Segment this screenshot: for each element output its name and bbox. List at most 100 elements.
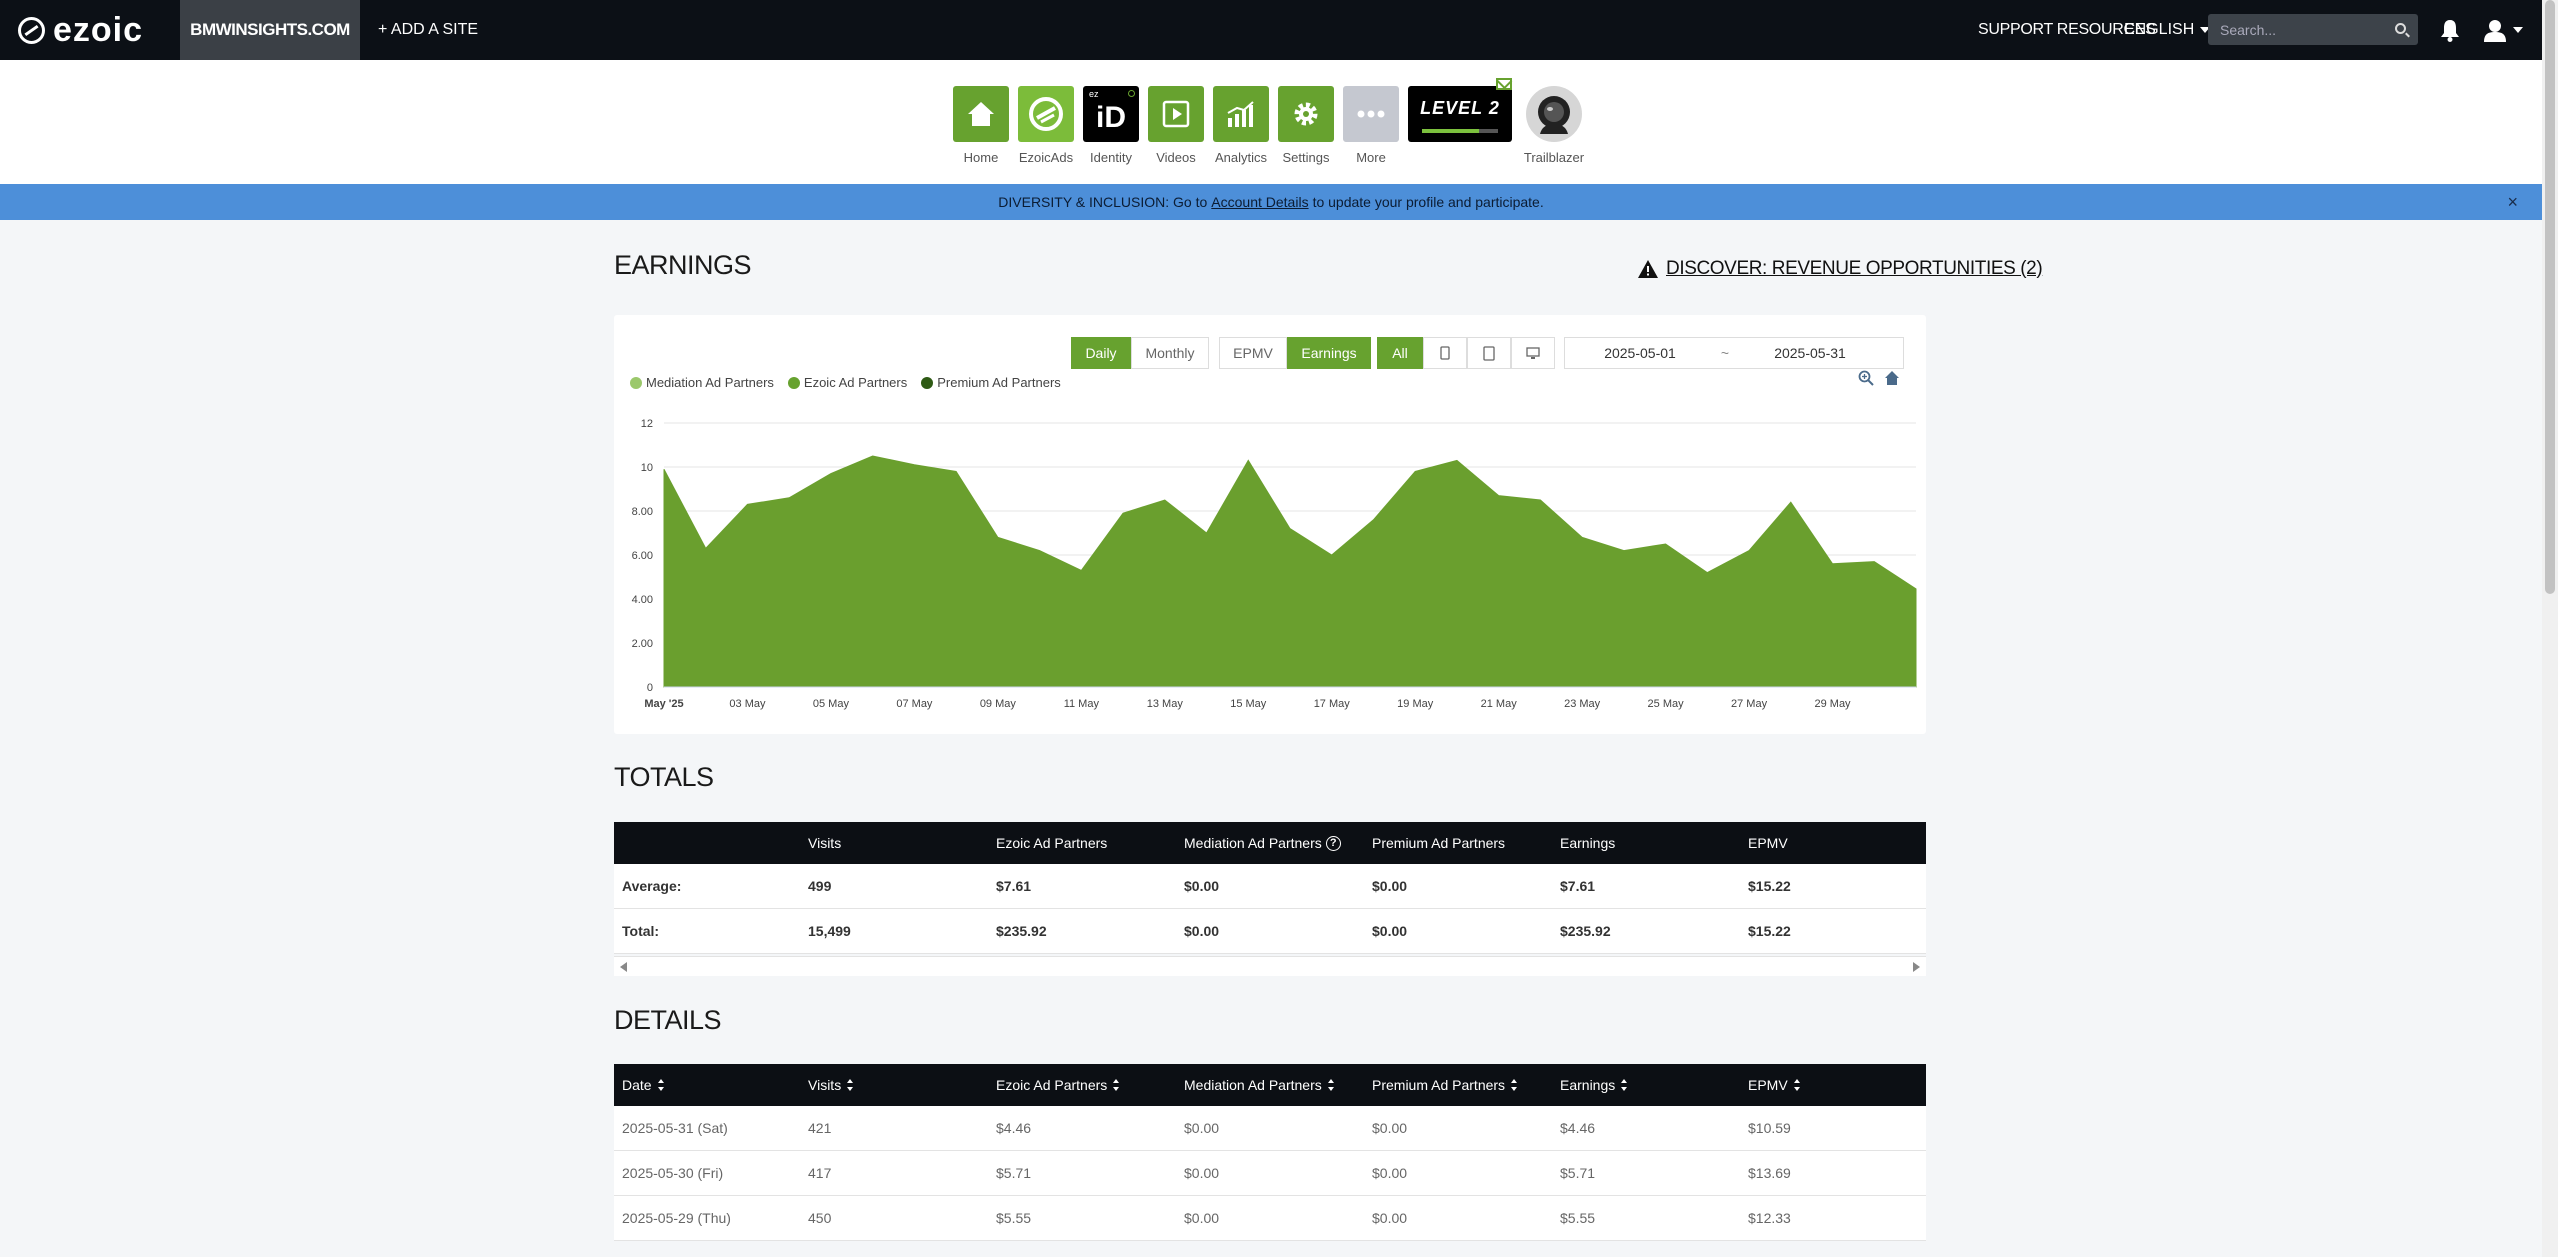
column-header[interactable]: Earnings xyxy=(1560,1064,1628,1106)
user-menu[interactable] xyxy=(2483,16,2523,44)
mobile-icon xyxy=(1440,346,1450,360)
level-progress-bar xyxy=(1422,129,1498,133)
column-header-label: EPMV xyxy=(1748,1077,1788,1093)
sort-icon[interactable] xyxy=(1511,1079,1518,1091)
page-scrollbar-thumb[interactable] xyxy=(2545,0,2555,594)
account-details-link[interactable]: Account Details xyxy=(1211,194,1309,210)
table-cell: 450 xyxy=(808,1210,832,1226)
support-resources-link[interactable]: SUPPORT RESOURCES xyxy=(1978,21,2156,38)
table-cell: $5.71 xyxy=(996,1165,1032,1181)
legend-dot xyxy=(630,376,642,389)
table-horizontal-scrollbar[interactable] xyxy=(614,956,1926,976)
x-tick-label: 11 May xyxy=(1064,698,1100,710)
metric-toggle: EPMV Earnings xyxy=(1219,337,1371,369)
mobile-button[interactable] xyxy=(1423,337,1467,369)
site-selector[interactable]: BMWINSIGHTS.COM xyxy=(180,0,360,60)
identity-status-dot xyxy=(1128,90,1135,97)
nav-videos[interactable]: Videos xyxy=(1148,86,1204,165)
desktop-button[interactable] xyxy=(1511,337,1555,369)
help-icon[interactable]: ? xyxy=(1325,835,1341,851)
table-cell: $0.00 xyxy=(1184,1210,1220,1226)
sort-icon[interactable] xyxy=(1621,1079,1628,1091)
column-header-label: Ezoic Ad Partners xyxy=(996,835,1108,851)
sort-icon[interactable] xyxy=(1327,1079,1335,1091)
banner-prefix: DIVERSITY & INCLUSION: Go to xyxy=(998,194,1208,210)
nav-settings-label: Settings xyxy=(1282,150,1330,165)
column-header[interactable]: EPMV xyxy=(1748,1064,1801,1106)
monthly-button[interactable]: Monthly xyxy=(1131,337,1209,369)
level-badge[interactable]: LEVEL 2 xyxy=(1408,86,1512,142)
nav-home-label: Home xyxy=(963,150,999,165)
legend-item-ezoic[interactable]: Ezoic Ad Partners xyxy=(787,375,907,390)
table-cell: $0.00 xyxy=(1372,878,1408,894)
column-header-label: Mediation Ad Partners xyxy=(1184,1077,1322,1093)
home-reset-icon[interactable] xyxy=(1884,370,1900,386)
zoom-icon[interactable] xyxy=(1858,370,1874,386)
column-header-label: EPMV xyxy=(1748,835,1788,851)
search-icon[interactable] xyxy=(2395,23,2406,34)
sort-icon[interactable] xyxy=(657,1079,665,1091)
nav-more[interactable]: More xyxy=(1343,86,1399,165)
video-icon xyxy=(1148,86,1204,142)
sort-icon[interactable] xyxy=(1113,1079,1120,1091)
y-tick-label: 8.00 xyxy=(632,506,653,518)
table-cell: $5.55 xyxy=(1560,1210,1596,1226)
epmv-button[interactable]: EPMV xyxy=(1219,337,1287,369)
all-devices-button[interactable]: All xyxy=(1377,337,1423,369)
close-icon[interactable]: × xyxy=(2507,192,2518,212)
nav-analytics[interactable]: Analytics xyxy=(1213,86,1269,165)
column-header[interactable]: Mediation Ad Partners xyxy=(1184,1064,1335,1106)
discover-revenue-link[interactable]: DISCOVER: REVENUE OPPORTUNITIES (2) xyxy=(1638,258,2043,280)
x-tick-label: 29 May xyxy=(1814,698,1851,710)
ezoic-logo[interactable]: ezoic xyxy=(18,11,143,49)
table-cell: $0.00 xyxy=(1184,878,1220,894)
nav-identity[interactable]: ez iD Identity xyxy=(1083,86,1139,165)
earnings-chart-card: Daily Monthly EPMV Earnings All 2025-05-… xyxy=(614,315,1926,734)
chart-tools xyxy=(1858,370,1900,386)
column-header: EPMV xyxy=(1748,822,1788,864)
search-input[interactable] xyxy=(2208,21,2378,38)
ezoic-logo-icon xyxy=(18,16,45,44)
details-header-row: Date Visits Ezoic Ad Partners Mediation Ad … xyxy=(614,1064,1926,1106)
table-cell: $0.00 xyxy=(1372,1165,1408,1181)
scroll-right-icon[interactable] xyxy=(1913,962,1920,972)
trailblazer-profile[interactable]: Trailblazer xyxy=(1524,86,1584,165)
date-to[interactable]: 2025-05-31 xyxy=(1774,345,1846,361)
legend-item-premium[interactable]: Premium Ad Partners xyxy=(921,375,1061,390)
nav-home[interactable]: Home xyxy=(953,86,1009,165)
home-icon xyxy=(953,86,1009,142)
nav-ezoicads[interactable]: EzoicAds xyxy=(1018,86,1074,165)
date-range-picker[interactable]: 2025-05-01 ~ 2025-05-31 xyxy=(1564,337,1904,369)
scroll-left-icon[interactable] xyxy=(620,962,627,972)
sort-icon[interactable] xyxy=(1793,1079,1801,1091)
gear-icon xyxy=(1278,86,1334,142)
date-from[interactable]: 2025-05-01 xyxy=(1604,345,1676,361)
nav-identity-label: Identity xyxy=(1090,150,1132,165)
nav-videos-label: Videos xyxy=(1156,150,1196,165)
y-tick-label: 12 xyxy=(641,418,653,430)
nav-ezoicads-label: EzoicAds xyxy=(1018,150,1074,165)
sort-icon[interactable] xyxy=(847,1079,854,1091)
daily-button[interactable]: Daily xyxy=(1071,337,1131,369)
column-header[interactable]: Visits xyxy=(808,1064,854,1106)
table-cell: 2025-05-29 (Thu) xyxy=(622,1210,731,1226)
language-dropdown[interactable]: ENGLISH xyxy=(2124,0,2211,60)
nav-settings[interactable]: Settings xyxy=(1278,86,1334,165)
column-header-label: Ezoic Ad Partners xyxy=(996,1077,1108,1093)
legend-item-mediation[interactable]: Mediation Ad Partners xyxy=(630,375,774,390)
tablet-button[interactable] xyxy=(1467,337,1511,369)
totals-header-row: Visits Ezoic Ad Partners Mediation Ad Part… xyxy=(614,822,1926,864)
add-site-link[interactable]: + ADD A SITE xyxy=(378,21,479,38)
column-header: Premium Ad Partners xyxy=(1372,822,1505,864)
earnings-button[interactable]: Earnings xyxy=(1287,337,1371,369)
level-progress-fill xyxy=(1422,129,1479,133)
bell-icon[interactable] xyxy=(2440,18,2460,42)
details-title: DETAILS xyxy=(614,1005,722,1035)
column-header[interactable]: Ezoic Ad Partners xyxy=(996,1064,1120,1106)
x-tick-label: 19 May xyxy=(1397,698,1434,710)
column-header[interactable]: Premium Ad Partners xyxy=(1372,1064,1518,1106)
chevron-down-icon xyxy=(2513,27,2523,33)
table-cell: $0.00 xyxy=(1372,1210,1408,1226)
envelope-icon[interactable] xyxy=(1496,78,1512,90)
column-header[interactable]: Date xyxy=(622,1064,665,1106)
